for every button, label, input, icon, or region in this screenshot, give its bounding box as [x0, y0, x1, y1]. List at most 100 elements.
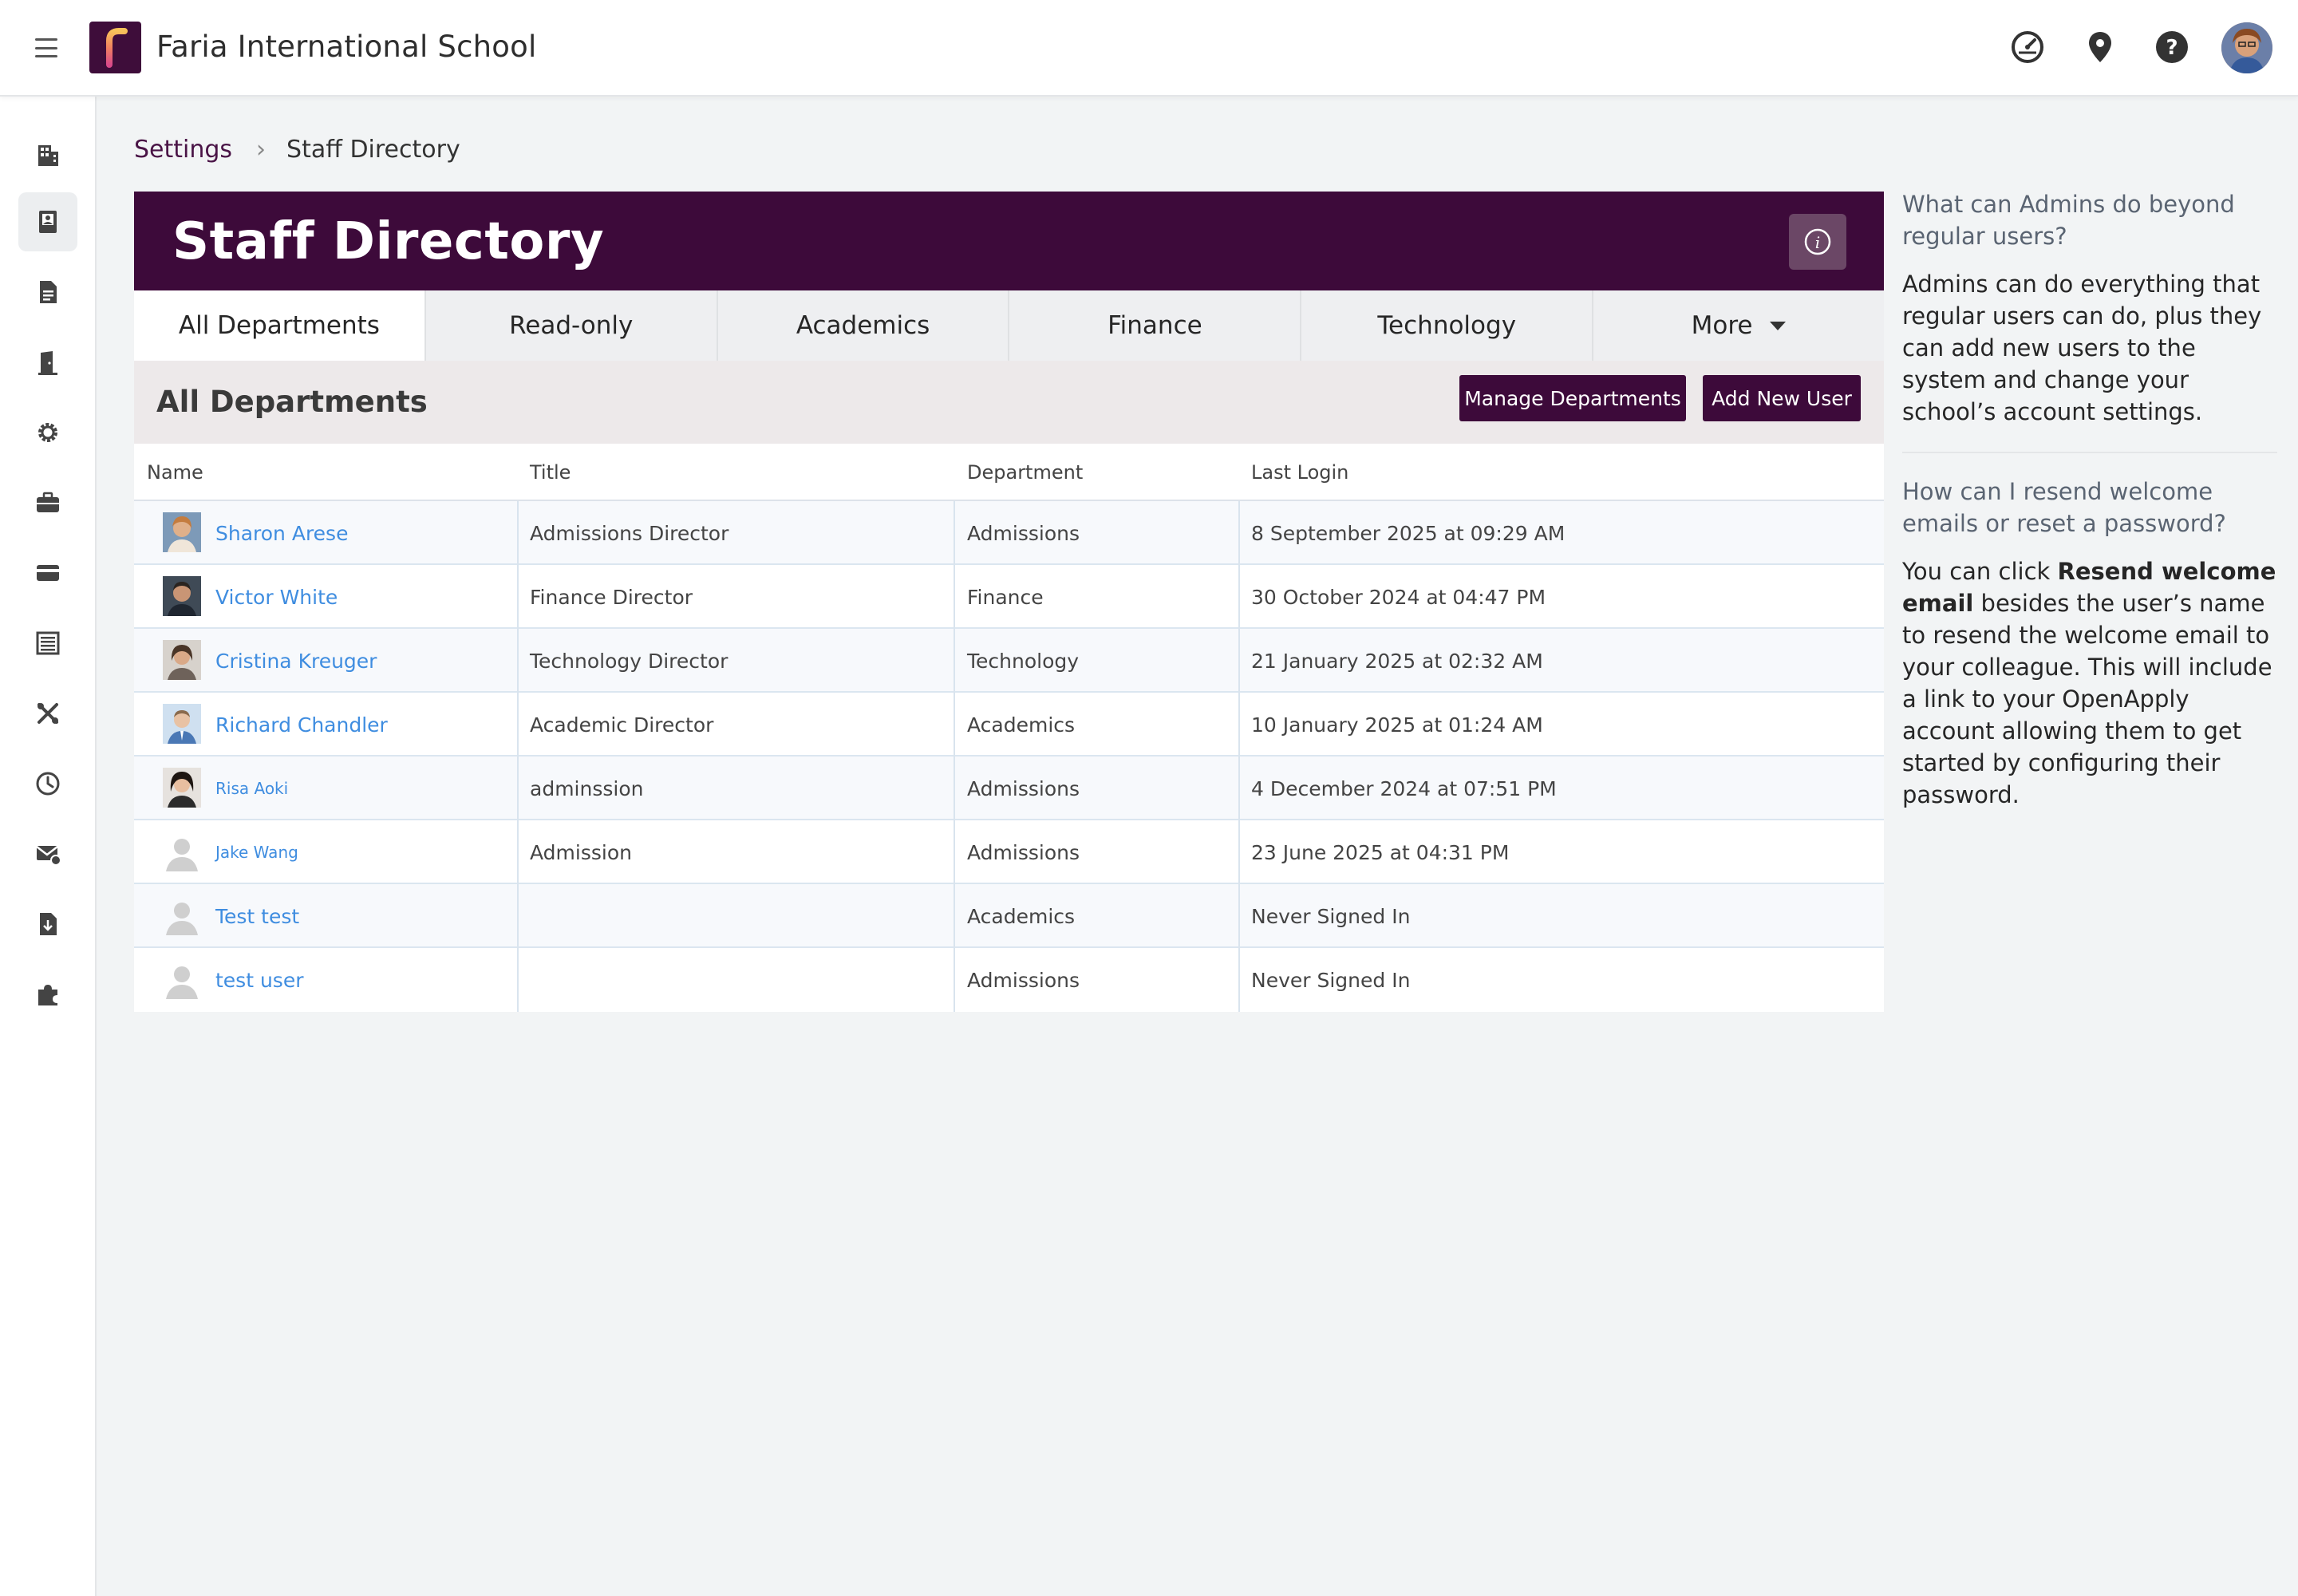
list-icon[interactable] — [18, 614, 77, 673]
avatar — [163, 768, 201, 808]
download-file-icon[interactable] — [18, 895, 77, 954]
column-divider — [954, 820, 955, 884]
column-divider — [517, 565, 519, 629]
column-header-department[interactable]: Department — [967, 461, 1084, 484]
column-header-title[interactable]: Title — [530, 461, 571, 484]
staff-last-login: 8 September 2025 at 09:29 AM — [1251, 521, 1566, 545]
tab-finance[interactable]: Finance — [1009, 290, 1302, 361]
tab-more-dropdown[interactable]: More — [1593, 290, 1884, 361]
column-divider — [517, 820, 519, 884]
column-header-name[interactable]: Name — [147, 461, 203, 484]
column-divider — [517, 629, 519, 693]
mail-icon[interactable] — [18, 824, 77, 883]
breadcrumb-separator-icon: › — [256, 136, 267, 164]
tab-all-departments[interactable]: All Departments — [134, 290, 426, 361]
column-divider — [954, 948, 955, 1012]
staff-name-link[interactable]: Richard Chandler — [215, 713, 388, 737]
door-icon[interactable] — [18, 333, 77, 392]
column-divider — [1238, 948, 1240, 1012]
column-divider — [517, 884, 519, 948]
credit-card-icon[interactable] — [18, 543, 77, 602]
address-book-icon[interactable] — [18, 192, 77, 251]
department-tabs: All Departments Read-only Academics Fina… — [134, 290, 1884, 361]
breadcrumb-current: Staff Directory — [286, 136, 460, 164]
staff-department: Admissions — [967, 521, 1080, 545]
column-header-last-login[interactable]: Last Login — [1251, 461, 1349, 484]
help-icon[interactable]: ? — [2154, 29, 2190, 65]
hamburger-menu-icon[interactable] — [35, 38, 57, 57]
tab-read-only[interactable]: Read-only — [426, 290, 718, 361]
top-bar: Faria International School ? — [0, 0, 2298, 97]
puzzle-icon[interactable] — [18, 965, 77, 1024]
staff-title: Admissions Director — [530, 521, 729, 545]
left-nav-rail — [0, 97, 97, 1596]
info-button[interactable]: i — [1789, 214, 1846, 270]
column-divider — [517, 501, 519, 565]
gear-icon[interactable] — [18, 403, 77, 462]
column-divider — [954, 629, 955, 693]
location-pin-icon[interactable] — [2082, 29, 2118, 65]
staff-name-link[interactable]: Test test — [215, 904, 300, 928]
breadcrumb-settings-link[interactable]: Settings — [134, 136, 233, 164]
manage-departments-button[interactable]: Manage Departments — [1459, 375, 1686, 421]
staff-department: Admissions — [967, 776, 1080, 800]
table-row: test user Admissions Never Signed In — [134, 948, 1884, 1012]
staff-name-link[interactable]: Sharon Arese — [215, 521, 349, 545]
avatar-placeholder-icon — [163, 895, 201, 935]
table-header-divider — [134, 500, 1884, 501]
svg-text:?: ? — [2166, 36, 2178, 60]
column-divider — [1238, 884, 1240, 948]
table-row: Richard Chandler Academic Director Acade… — [134, 693, 1884, 757]
help-answer: You can click Resend welcome email besid… — [1902, 558, 2276, 808]
column-divider — [954, 501, 955, 565]
staff-last-login: Never Signed In — [1251, 904, 1411, 928]
column-divider — [954, 693, 955, 757]
tools-icon[interactable] — [18, 684, 77, 743]
help-question: How can I resend welcome emails or reset… — [1902, 478, 2226, 537]
dashboard-gauge-icon[interactable] — [2009, 29, 2046, 65]
column-divider — [1238, 629, 1240, 693]
tab-technology[interactable]: Technology — [1301, 290, 1594, 361]
avatar — [163, 704, 201, 744]
table-row: Test test Academics Never Signed In — [134, 884, 1884, 948]
staff-directory-card: Staff Directory i All Departments Read-o… — [134, 192, 1884, 1012]
breadcrumb: Settings › Staff Directory — [134, 136, 460, 164]
column-divider — [1238, 820, 1240, 884]
column-divider — [954, 757, 955, 820]
staff-department: Academics — [967, 904, 1076, 928]
staff-last-login: Never Signed In — [1251, 968, 1411, 992]
building-icon[interactable] — [18, 125, 77, 184]
staff-department: Admissions — [967, 968, 1080, 992]
table-row: Jake Wang Admission Admissions 23 June 2… — [134, 820, 1884, 884]
user-avatar[interactable] — [2221, 22, 2272, 73]
staff-last-login: 21 January 2025 at 02:32 AM — [1251, 649, 1543, 673]
caret-down-icon — [1770, 321, 1787, 330]
help-question: What can Admins do beyond regular users? — [1902, 191, 2235, 250]
staff-name-link[interactable]: Risa Aoki — [215, 779, 289, 798]
clock-icon[interactable] — [18, 754, 77, 813]
staff-department: Academics — [967, 713, 1076, 737]
avatar — [163, 512, 201, 552]
staff-last-login: 30 October 2024 at 04:47 PM — [1251, 585, 1546, 609]
staff-name-link[interactable]: Victor White — [215, 585, 338, 609]
staff-title: adminssion — [530, 776, 644, 800]
staff-name-link[interactable]: test user — [215, 968, 304, 992]
school-logo[interactable] — [89, 22, 141, 73]
table-row: Risa Aoki adminssion Admissions 4 Decemb… — [134, 757, 1884, 820]
avatar — [163, 576, 201, 616]
column-divider — [954, 565, 955, 629]
column-divider — [517, 693, 519, 757]
staff-title: Technology Director — [530, 649, 728, 673]
staff-title: Admission — [530, 840, 632, 864]
svg-text:i: i — [1815, 233, 1820, 252]
column-divider — [517, 948, 519, 1012]
briefcase-icon[interactable] — [18, 473, 77, 532]
table-row: Sharon Arese Admissions Director Admissi… — [134, 501, 1884, 565]
add-new-user-button[interactable]: Add New User — [1703, 375, 1861, 421]
avatar-placeholder-icon — [163, 959, 201, 999]
staff-name-link[interactable]: Cristina Kreuger — [215, 649, 377, 673]
staff-name-link[interactable]: Jake Wang — [215, 843, 298, 862]
column-divider — [1238, 693, 1240, 757]
document-icon[interactable] — [18, 263, 77, 322]
tab-academics[interactable]: Academics — [718, 290, 1010, 361]
